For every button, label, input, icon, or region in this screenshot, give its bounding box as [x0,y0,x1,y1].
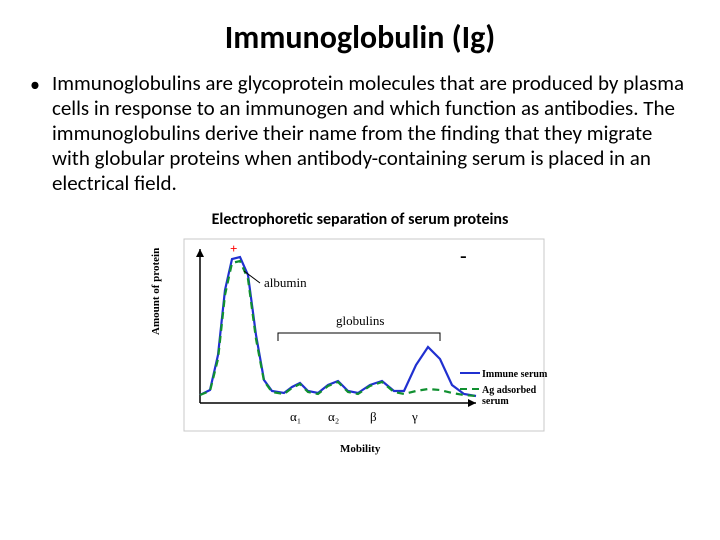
globulins-label: globulins [336,313,384,329]
bullet-item: • Immunoglobulins are glycoprotein molec… [0,71,720,196]
minus-pole-label: - [460,245,467,268]
x-axis-label: Mobility [340,443,380,455]
page-title: Immunoglobulin (Ig) [0,0,720,71]
albumin-label: albumin [264,275,307,291]
bullet-marker: • [30,71,52,196]
svg-text:α₂: α₂ [328,409,339,424]
electrophoresis-chart: Amount of protein Mobility α₁α₂βγ + - al… [160,235,560,455]
svg-text:β: β [370,409,377,424]
chart-caption: Electrophoretic separation of serum prot… [0,210,720,229]
svg-text:α₁: α₁ [290,409,301,424]
bullet-text: Immunoglobulins are glycoprotein molecul… [52,71,690,196]
legend-adsorbed: Ag adsorbed serum [482,385,560,407]
plus-pole-label: + [230,241,237,257]
y-axis-label: Amount of protein [150,248,162,335]
svg-text:γ: γ [411,409,418,424]
legend-immune: Immune serum [482,369,547,380]
